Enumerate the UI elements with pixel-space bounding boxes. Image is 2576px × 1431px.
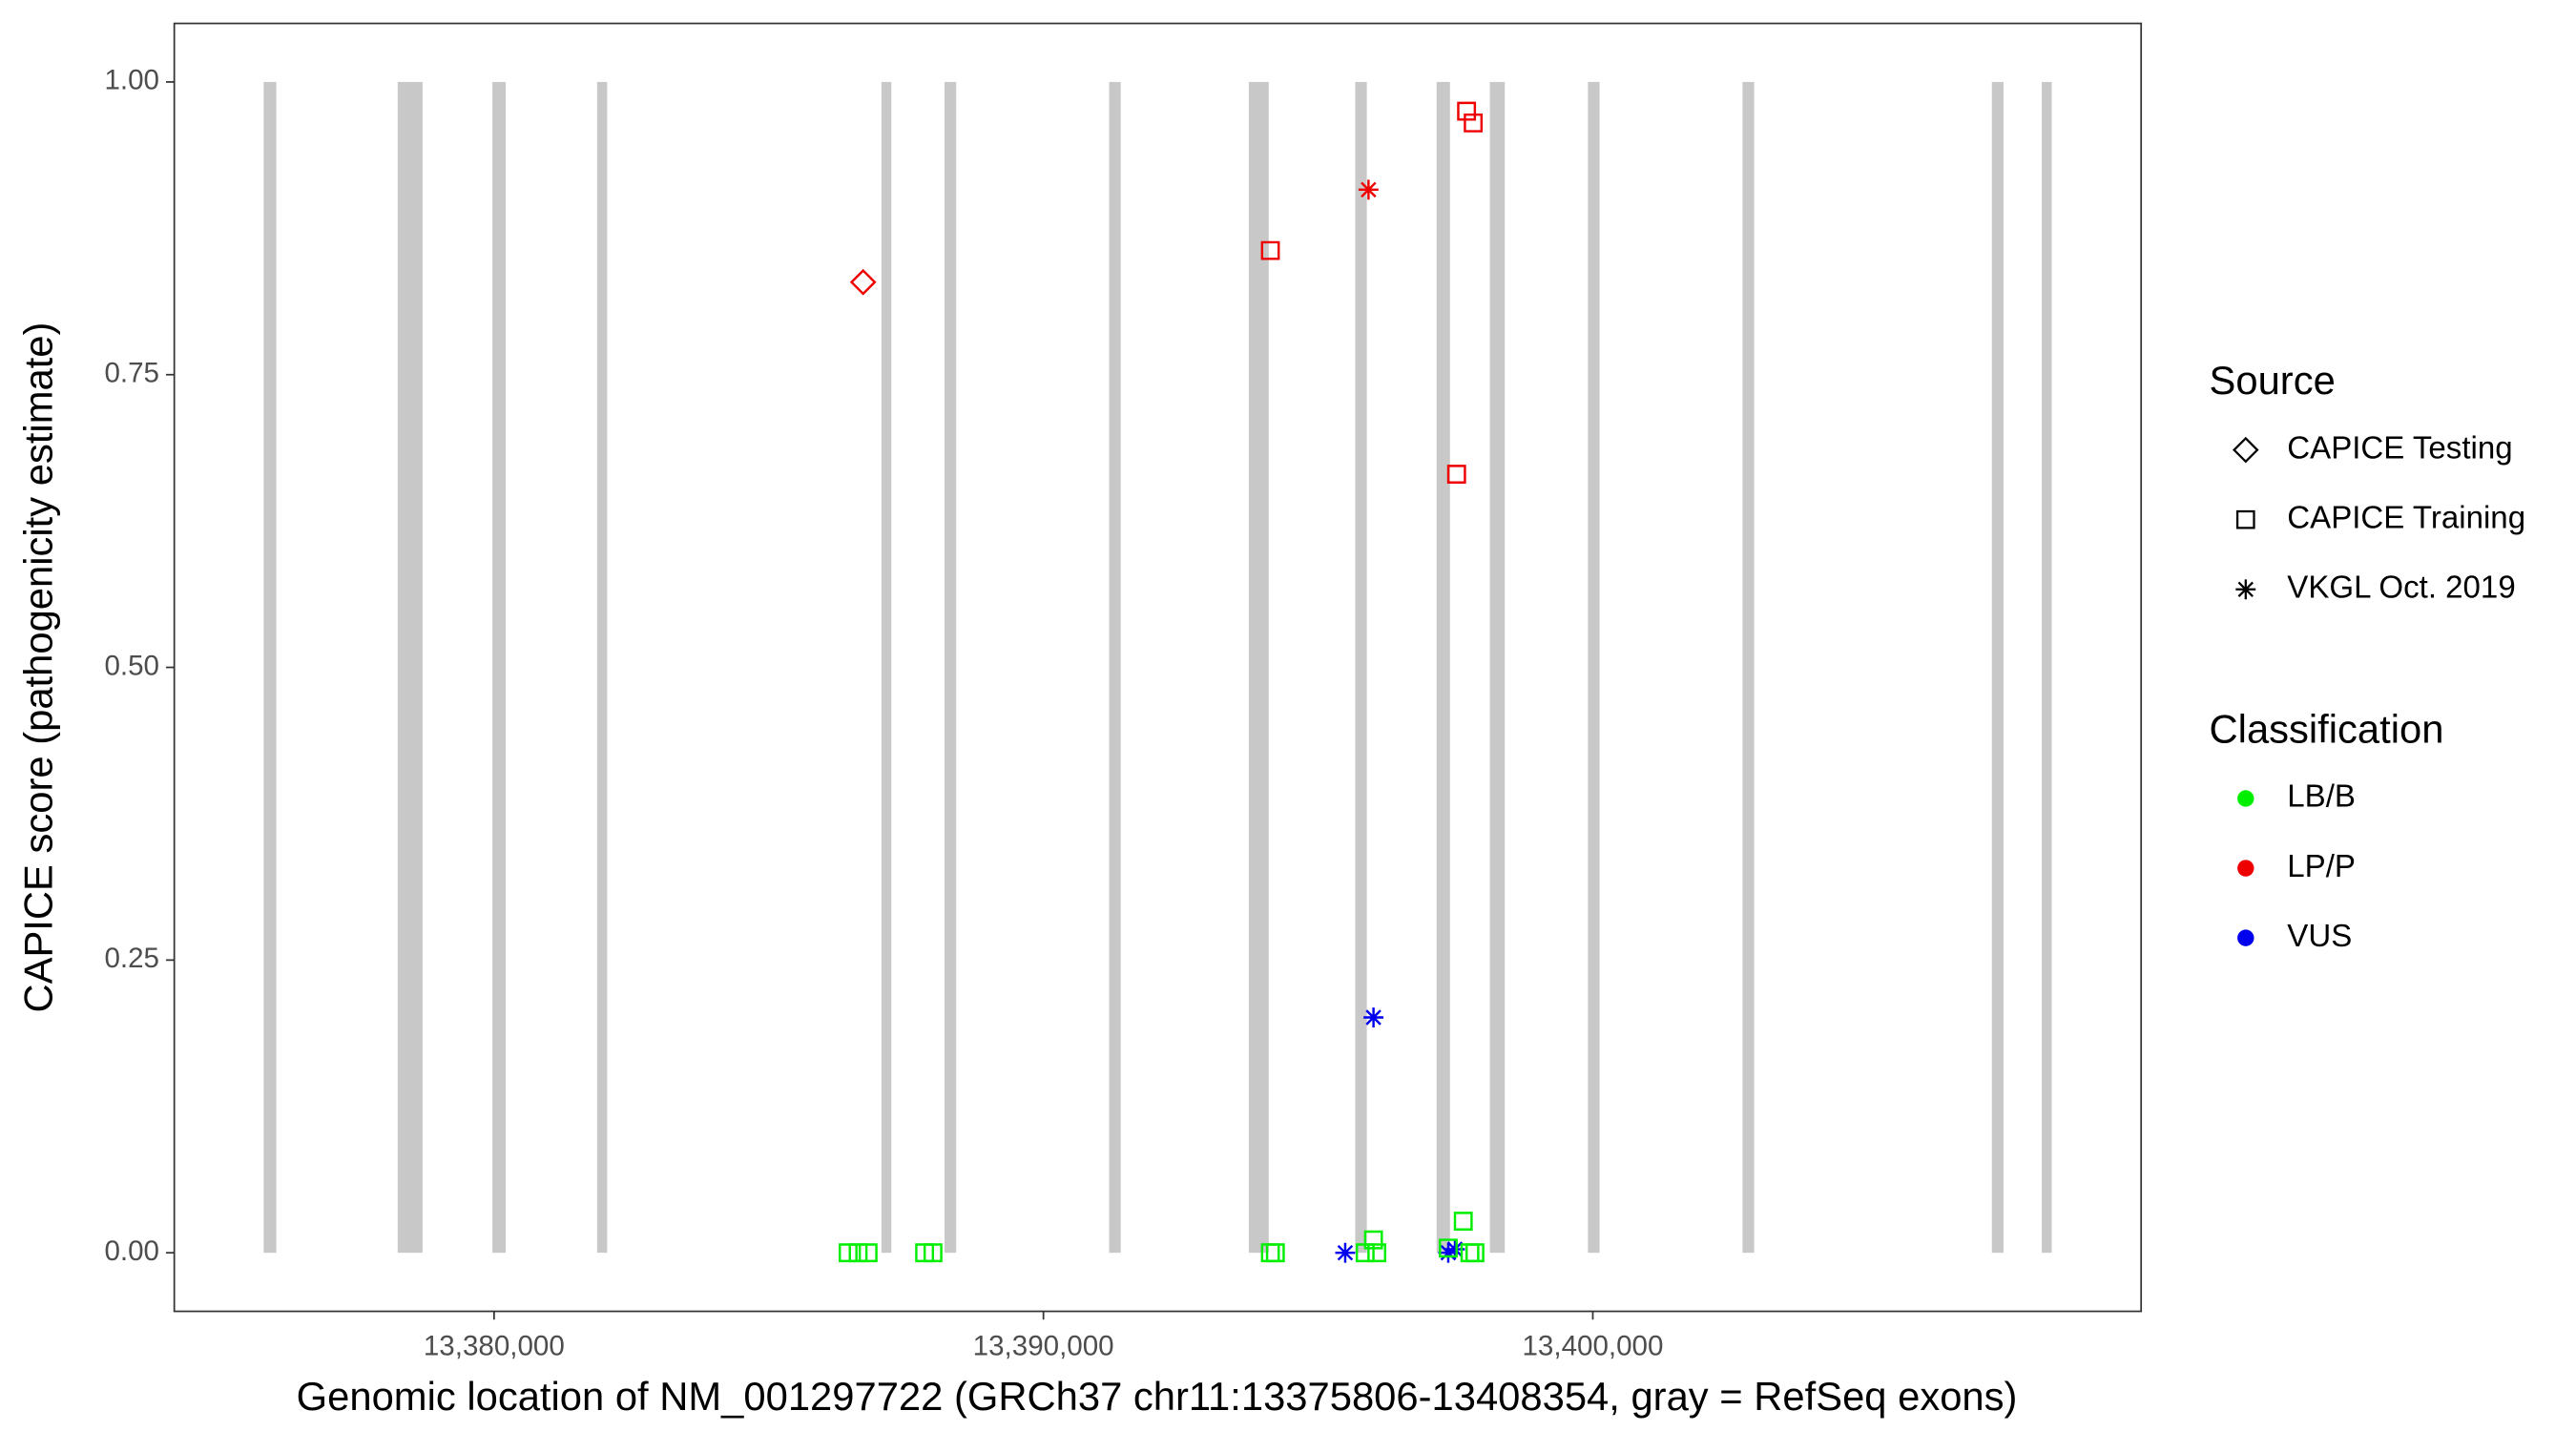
exon: [1588, 81, 1600, 1254]
exon: [596, 81, 608, 1254]
y-tick-label: 0.25: [104, 943, 159, 974]
point: [1363, 1007, 1384, 1027]
point: [1457, 101, 1477, 121]
point: [849, 268, 877, 296]
legend-symbol: [2237, 860, 2254, 877]
exon: [2042, 81, 2052, 1254]
legend-label: VUS: [2287, 919, 2352, 954]
x-axis-title: Genomic location of NM_001297722 (GRCh37…: [297, 1374, 2018, 1419]
exon: [1248, 81, 1269, 1254]
point: [1446, 465, 1466, 484]
y-tick-label: 0.75: [104, 358, 159, 389]
point: [1358, 179, 1379, 200]
point: [848, 1243, 868, 1263]
point: [1363, 1230, 1383, 1250]
point: [1453, 1212, 1473, 1231]
legend-label: CAPICE Testing: [2287, 430, 2512, 466]
legend-title: Classification: [2210, 706, 2444, 751]
exon: [263, 81, 277, 1254]
y-tick-label: 0.00: [104, 1235, 159, 1267]
exon: [397, 81, 423, 1254]
legend-label: CAPICE Training: [2287, 500, 2525, 535]
point: [923, 1243, 943, 1263]
legend-label: VKGL Oct. 2019: [2287, 570, 2515, 606]
point: [1460, 1243, 1480, 1263]
point: [1444, 1239, 1465, 1259]
exon: [1109, 81, 1121, 1254]
point: [1260, 240, 1280, 260]
point: [858, 1243, 878, 1263]
point: [1464, 113, 1484, 133]
point: [1335, 1242, 1356, 1263]
legend-label: LP/P: [2287, 849, 2356, 884]
panel-border: [173, 22, 2143, 1313]
point: [1367, 1243, 1386, 1263]
x-tick-label: 13,390,000: [973, 1331, 1114, 1362]
point: [1265, 1243, 1285, 1263]
x-tick-label: 13,400,000: [1522, 1331, 1663, 1362]
point: [1438, 1242, 1459, 1263]
legend-title: Source: [2210, 358, 2336, 403]
y-tick-label: 0.50: [104, 650, 159, 681]
exon: [492, 81, 507, 1254]
exon: [881, 81, 892, 1254]
legend-label: LB/B: [2287, 779, 2356, 815]
y-tick-label: 1.00: [104, 65, 159, 96]
legend-symbol: [2235, 509, 2255, 529]
exon: [1991, 81, 2004, 1254]
point: [839, 1243, 858, 1263]
exon: [1742, 81, 1755, 1254]
point: [1465, 1243, 1485, 1263]
point: [1439, 1238, 1458, 1258]
legend-symbol: [2237, 929, 2254, 946]
exon: [945, 81, 957, 1254]
legend-symbol: [2235, 579, 2256, 600]
exon: [1355, 81, 1367, 1254]
x-tick-label: 13,380,000: [424, 1331, 565, 1362]
exon: [1489, 81, 1506, 1254]
exon: [1436, 81, 1450, 1254]
y-axis-title: CAPICE score (pathogenicity estimate): [16, 322, 61, 1013]
legend-symbol: [2233, 436, 2259, 464]
legend-symbol: [2237, 790, 2254, 807]
